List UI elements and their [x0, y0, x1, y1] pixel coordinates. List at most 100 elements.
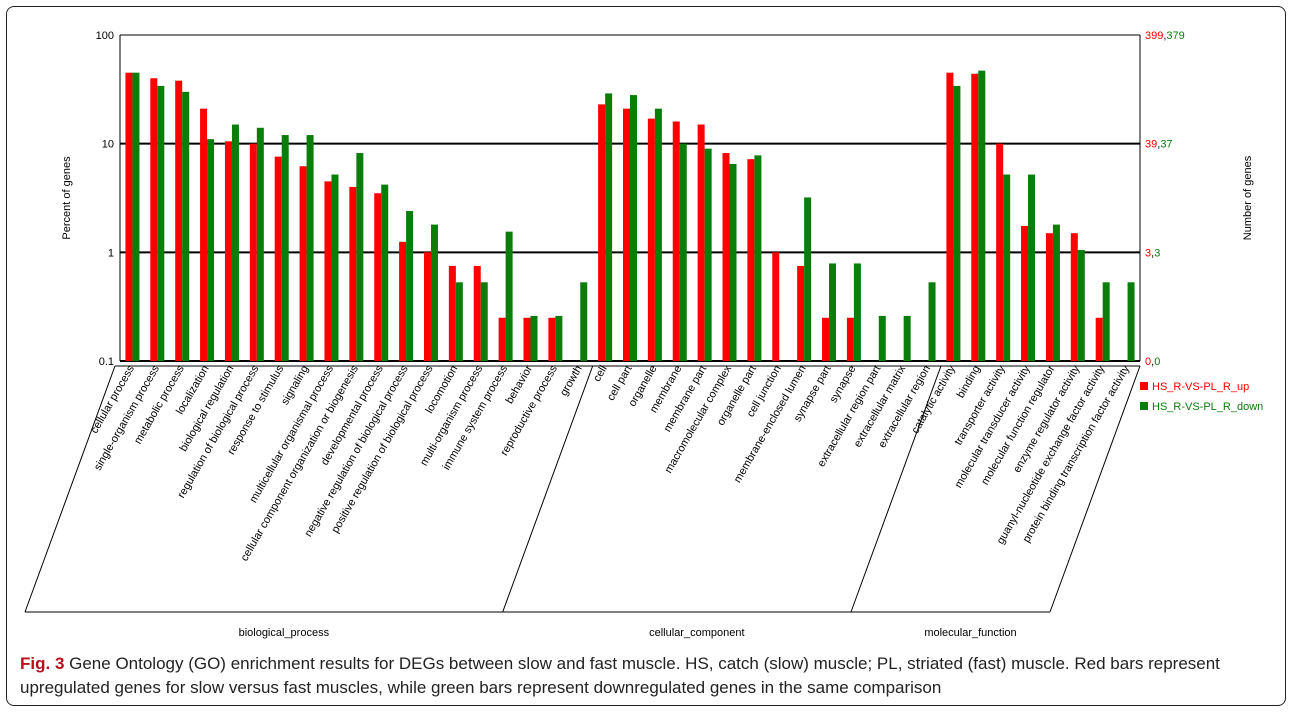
bar-down	[978, 70, 986, 362]
y2-axis-title: Number of genes	[1242, 155, 1254, 240]
bar-down	[829, 263, 837, 361]
bar-up	[822, 317, 830, 361]
y-tick-label: 0.1	[99, 356, 114, 368]
bar-down	[679, 143, 687, 361]
figure-caption: Fig. 3 Gene Ontology (GO) enrichment res…	[20, 652, 1270, 700]
bar-down	[157, 85, 165, 361]
bar-down	[605, 93, 613, 361]
bar-down	[1102, 282, 1110, 361]
bar-up	[797, 265, 805, 361]
group-divider	[24, 365, 116, 613]
group-divider	[1049, 365, 1141, 613]
bar-up	[498, 317, 506, 361]
bar-down	[804, 197, 812, 361]
bar-up	[125, 72, 133, 362]
bar-down	[231, 124, 239, 361]
bar-down	[928, 282, 936, 361]
bar-down	[1052, 224, 1060, 361]
bar-down	[256, 127, 264, 362]
y-axis-title: Percent of genes	[61, 156, 73, 240]
bar-down	[1003, 174, 1011, 361]
bar-down	[356, 153, 364, 361]
y2-tick-label: 3,3	[1145, 247, 1160, 259]
bar-up	[175, 80, 183, 361]
bar-down	[530, 315, 538, 361]
bar-up	[249, 143, 257, 361]
go-bar-chart: 100 399,379 10 39,37 1 3,3 0.1 0,0 Percent of ge…	[24, 30, 1263, 639]
bar-down	[381, 184, 389, 361]
bar-up	[274, 156, 282, 361]
bar-down	[505, 231, 513, 361]
bar-down	[704, 148, 712, 361]
bar-down	[853, 263, 861, 361]
bar-down	[132, 72, 140, 362]
bar-up	[1070, 233, 1078, 361]
y2-tick-label: 39,37	[1145, 139, 1173, 151]
bar-down	[281, 135, 289, 361]
bar-down	[1028, 174, 1036, 361]
bar-up	[523, 317, 531, 361]
bar-up	[971, 73, 979, 361]
bar-up	[697, 124, 705, 361]
bar-down	[754, 155, 762, 361]
bar-down	[331, 174, 339, 361]
bar-up	[946, 72, 954, 362]
x-tick-label: growth	[558, 364, 585, 399]
bar-up	[647, 118, 655, 362]
bar-down	[630, 95, 637, 361]
bar-down	[903, 315, 911, 361]
group-divider	[502, 365, 594, 613]
bar-up	[598, 104, 606, 361]
caption-lead: Fig. 3	[20, 654, 65, 673]
bar-up	[548, 317, 556, 361]
bar-down	[455, 282, 463, 361]
bar-up	[349, 186, 357, 361]
figure-frame	[6, 6, 1286, 706]
caption-text: Gene Ontology (GO) enrichment results fo…	[20, 654, 1220, 697]
y2-tick-label: 0,0	[1145, 356, 1160, 368]
bar-up	[747, 159, 755, 361]
bar-down	[878, 315, 886, 361]
bar-up	[1095, 317, 1103, 361]
y-tick-label: 100	[96, 30, 114, 42]
y-tick-label: 10	[102, 139, 114, 151]
bar-up	[846, 317, 854, 361]
bar-up	[399, 241, 407, 361]
bar-up	[996, 143, 1004, 361]
bar-up	[722, 153, 730, 361]
group-label: biological_process	[239, 627, 330, 639]
bar-down	[406, 211, 414, 361]
bar-up	[224, 141, 232, 361]
bar-up	[374, 193, 382, 361]
bar-down	[1127, 282, 1135, 361]
legend-swatch-down	[1140, 402, 1148, 410]
group-divider	[850, 365, 942, 613]
bar-up	[299, 166, 307, 361]
bar-down	[654, 108, 662, 362]
bar-down	[953, 85, 961, 361]
bar-down	[580, 282, 588, 361]
bar-down	[430, 224, 438, 361]
bar-up	[423, 252, 431, 361]
bar-up	[623, 108, 630, 362]
y2-tick-label: 399,379	[1145, 30, 1185, 42]
bar-down	[555, 315, 563, 361]
bar-down	[480, 282, 488, 361]
bar-up	[1045, 233, 1053, 361]
bar-down	[729, 163, 737, 361]
group-label: cellular_component	[649, 627, 744, 639]
bar-up	[1021, 225, 1029, 361]
bar-up	[448, 265, 456, 361]
group-label: molecular_function	[924, 627, 1016, 639]
bar-up	[200, 108, 208, 362]
legend-swatch-up	[1140, 382, 1148, 390]
bar-down	[207, 139, 215, 361]
bar-up	[672, 121, 680, 361]
bar-down	[1077, 250, 1085, 361]
legend-label-down: HS_R-VS-PL_R_down	[1152, 401, 1263, 413]
bar-up	[324, 181, 332, 361]
bar-down	[182, 91, 190, 361]
legend-label-up: HS_R-VS-PL_R_up	[1152, 381, 1249, 393]
bar-up	[473, 265, 481, 361]
y-tick-label: 1	[108, 247, 114, 259]
